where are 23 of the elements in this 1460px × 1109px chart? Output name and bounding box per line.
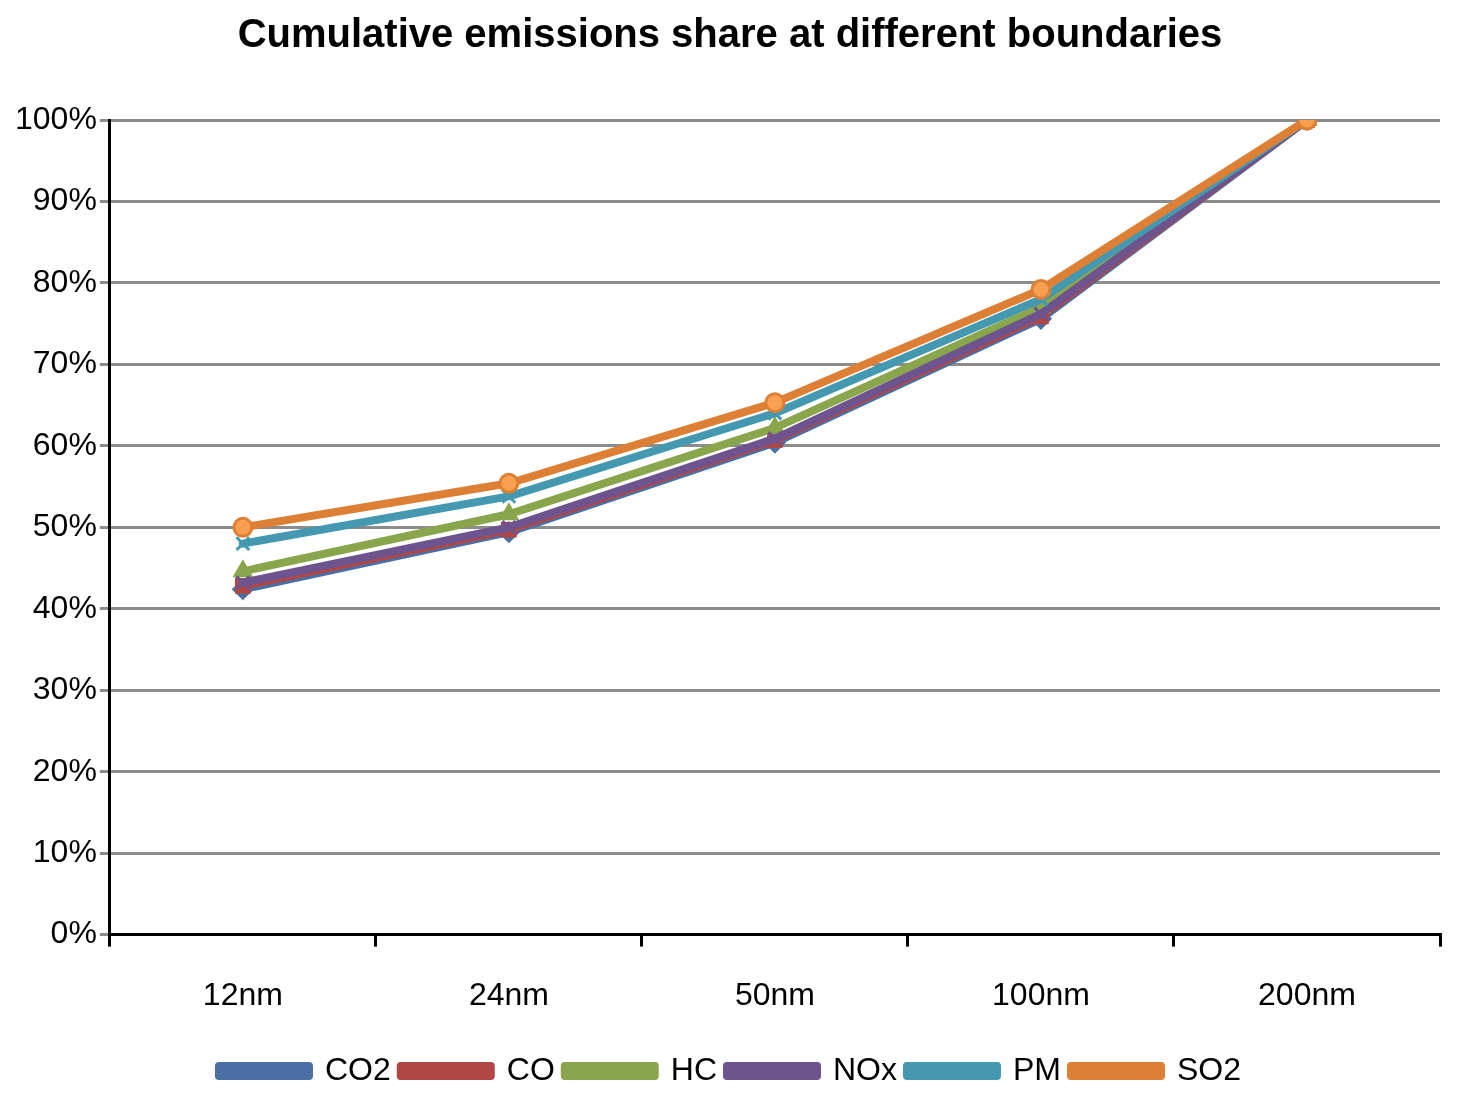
x-tick-label: 50nm	[734, 975, 815, 1012]
y-tick-label: 20%	[32, 751, 97, 788]
legend-label: HC	[670, 1050, 717, 1087]
legend-label: CO	[506, 1050, 555, 1087]
x-tick-label: 24nm	[468, 975, 549, 1012]
chart-title: Cumulative emissions share at different boundaries	[237, 11, 1223, 56]
y-tick-label: 0%	[50, 914, 97, 951]
y-tick-label: 10%	[32, 832, 97, 869]
y-tick-label: 40%	[32, 588, 97, 625]
x-tick-label: 200nm	[1258, 975, 1356, 1012]
y-tick-label: 60%	[32, 425, 97, 462]
legend-label: SO2	[1176, 1050, 1242, 1087]
legend-label: CO2	[324, 1050, 391, 1087]
x-tick-label: 12nm	[202, 975, 283, 1012]
y-tick-label: 100%	[15, 99, 97, 136]
legend-label: PM	[1012, 1050, 1061, 1087]
legend-label: NOx	[832, 1050, 897, 1087]
x-tick-label: 100nm	[992, 975, 1090, 1012]
y-tick-label: 70%	[32, 344, 97, 381]
y-tick-label: 50%	[32, 507, 97, 544]
y-tick-label: 30%	[32, 670, 97, 707]
y-tick-label: 90%	[32, 181, 97, 218]
y-tick-label: 80%	[32, 262, 97, 299]
